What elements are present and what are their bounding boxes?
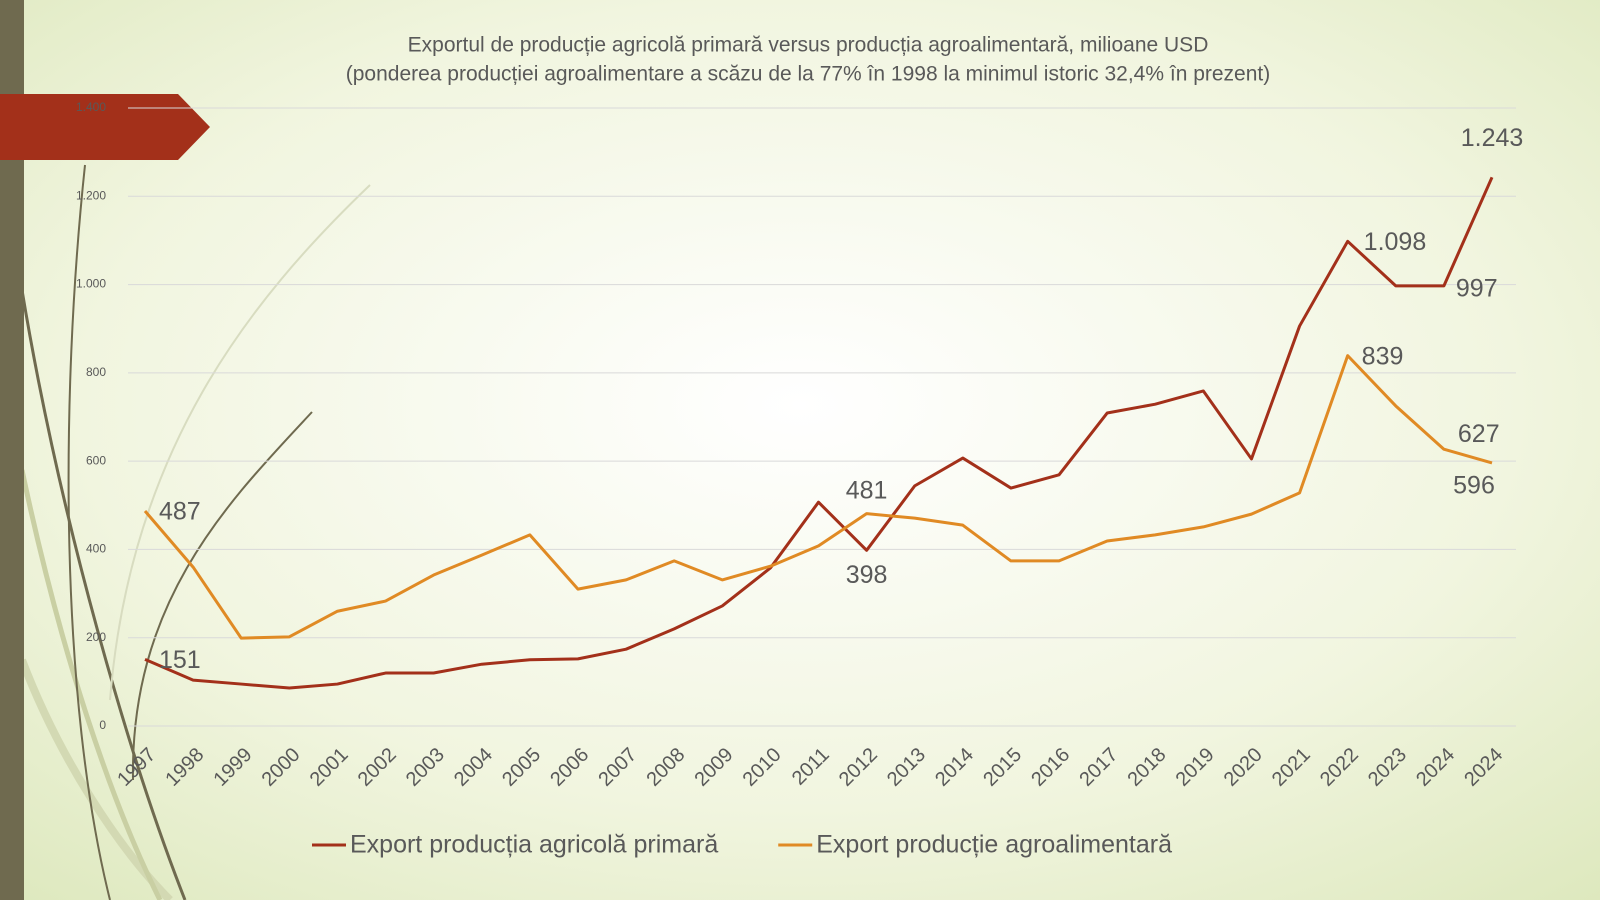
- data-label: 839: [1362, 342, 1404, 370]
- legend-label: Export producție agroalimentară: [816, 831, 1172, 859]
- data-label: 481: [846, 476, 888, 504]
- y-tick-label: 400: [86, 542, 106, 556]
- series-line: [143, 354, 1493, 640]
- decor-curves: [18, 164, 371, 900]
- data-label: 1.098: [1364, 228, 1427, 256]
- y-tick-label: 600: [86, 453, 106, 467]
- legend-label: Export producția agricolă primară: [350, 831, 718, 859]
- y-tick-label: 1.200: [76, 188, 106, 202]
- data-label: 151: [159, 646, 201, 674]
- data-label: 487: [159, 498, 201, 526]
- series-line: [144, 176, 1494, 690]
- chart-title: Exportul de producție agricolă primară v…: [408, 34, 1209, 57]
- banner-arrow: [0, 94, 210, 160]
- y-tick-label: 1.000: [76, 277, 106, 291]
- data-label: 627: [1458, 420, 1500, 448]
- data-label: 398: [846, 561, 888, 589]
- y-tick-label: 1.400: [76, 100, 106, 114]
- y-tick-label: 0: [99, 718, 106, 732]
- data-label: 1.243: [1461, 124, 1524, 152]
- y-tick-label: 800: [86, 365, 106, 379]
- data-label: 997: [1456, 275, 1498, 303]
- data-label: 596: [1453, 472, 1495, 500]
- chart-subtitle: (ponderea producției agroalimentare a sc…: [346, 63, 1271, 86]
- y-tick-label: 200: [86, 630, 106, 644]
